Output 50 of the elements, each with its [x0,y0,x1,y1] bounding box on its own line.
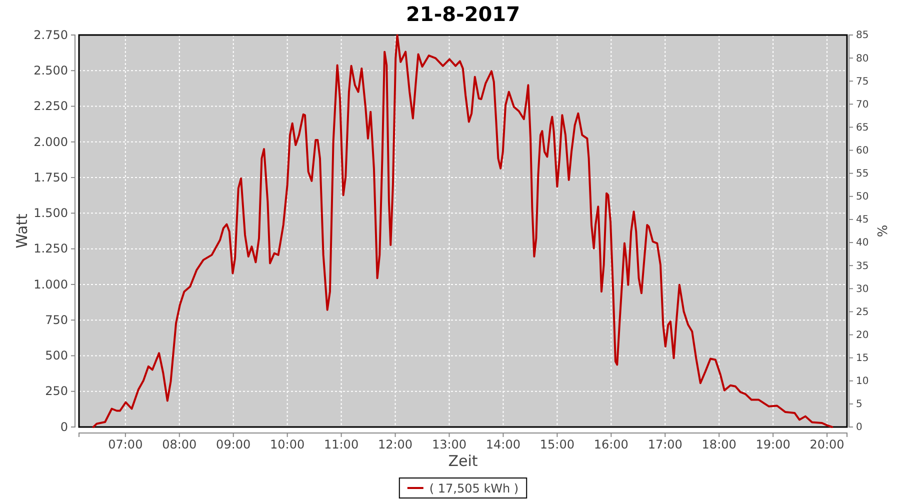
y2-tick-label: 15 [856,353,869,364]
legend-label: ( 17,505 kWh ) [429,482,519,496]
y2-tick-label: 5 [856,399,862,410]
x-tick-label: 12:00 [378,438,413,452]
y2-tick-label: 85 [856,30,869,42]
y2-tick-label: 35 [856,260,869,272]
x-tick-label: 20:00 [810,438,844,452]
x-tick-label: 15:00 [540,438,574,452]
y-tick-label: 1.500 [34,206,68,220]
y2-tick-label: 45 [856,214,869,226]
x-tick-label: 14:00 [486,438,521,452]
line-series [92,34,834,428]
y2-tick-label: 20 [856,330,869,341]
y-axis-title: Watt [13,213,31,248]
x-tick-label: 09:00 [216,438,251,452]
x-tick-label: 13:00 [432,438,467,452]
x-tick-label: 19:00 [756,438,790,452]
x-tick-label: 16:00 [594,438,628,452]
y2-tick-label: 25 [856,306,869,318]
y2-tick-label: 70 [856,99,869,110]
y2-tick-label: 60 [856,145,869,156]
x-tick-label: 08:00 [162,438,197,452]
x-tick-label: 18:00 [702,438,736,452]
y-tick-label: 1.250 [34,242,68,256]
y2-tick-label: 30 [856,284,869,295]
y2-tick-label: 40 [856,238,869,249]
y-tick-label: 1.750 [34,170,68,184]
x-tick-label: 17:00 [648,438,682,452]
y-tick-label: 0 [60,420,68,434]
y-tick-label: 750 [45,312,68,327]
x-tick-label: 10:00 [270,438,305,452]
y-tick-label: 2.000 [34,134,68,149]
y-tick-label: 1.000 [34,277,68,292]
y-tick-label: 250 [45,384,68,398]
y-tick-label: 2.500 [34,63,68,78]
y2-tick-label: 0 [856,422,862,434]
x-tick-label: 07:00 [108,438,143,452]
y-tick-label: 2.250 [34,99,68,114]
y2-tick-label: 10 [856,376,869,388]
y2-tick-label: 75 [856,76,869,88]
y2-tick-label: 80 [856,53,869,64]
y2-tick-label: 50 [856,192,869,203]
chart-title: 21-8-2017 [406,2,520,26]
x-tick-label: 11:00 [324,438,359,452]
y2-axis-title: % [876,224,891,238]
y2-tick-label: 65 [856,122,869,134]
y-tick-label: 500 [45,348,68,363]
x-axis-title: Zeit [448,452,478,470]
y2-tick-label: 55 [856,168,869,180]
y-tick-label: 2.750 [34,28,68,42]
